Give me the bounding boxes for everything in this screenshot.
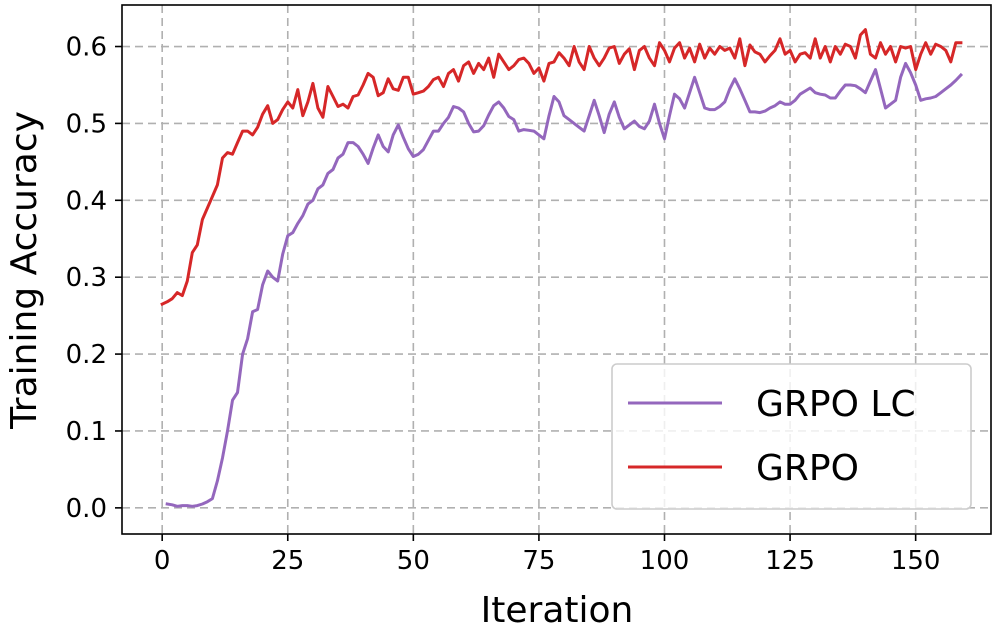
x-tick-label-100: 100 xyxy=(640,546,690,576)
x-axis-title: Iteration xyxy=(481,590,634,628)
legend-label-grpo: GRPO xyxy=(756,448,859,489)
y-tick-label-0-0: 0.0 xyxy=(66,494,107,524)
x-tick-label-125: 125 xyxy=(765,546,815,576)
x-tick-label-25: 25 xyxy=(271,546,304,576)
legend-box xyxy=(611,363,972,510)
plot-frame xyxy=(121,4,992,535)
y-tick-label-0-3: 0.3 xyxy=(66,263,107,293)
y-tick-label-0-1: 0.1 xyxy=(66,417,107,447)
x-tick-label-0: 0 xyxy=(154,546,171,576)
legend: GRPO LC GRPO xyxy=(611,363,972,510)
axis-ticks: 0 25 50 75 100 125 150 0.0 0.1 0.2 0.3 0.4 0.5 0.6 xyxy=(66,33,941,576)
x-tick-label-50: 50 xyxy=(397,546,430,576)
y-tick-label-0-5: 0.5 xyxy=(66,109,107,139)
y-tick-label-0-2: 0.2 xyxy=(66,340,107,370)
series-lines xyxy=(160,28,964,508)
y-axis-title: Training Accuracy xyxy=(4,111,45,430)
y-tick-label-0-6: 0.6 xyxy=(66,33,107,63)
x-tick-label-75: 75 xyxy=(522,546,555,576)
series-line-grpo-lc xyxy=(165,61,964,508)
legend-label-grpo-lc: GRPO LC xyxy=(756,384,916,425)
x-tick-label-150: 150 xyxy=(891,546,941,576)
series-line-grpo xyxy=(160,28,963,307)
y-tick-label-0-4: 0.4 xyxy=(66,186,107,216)
